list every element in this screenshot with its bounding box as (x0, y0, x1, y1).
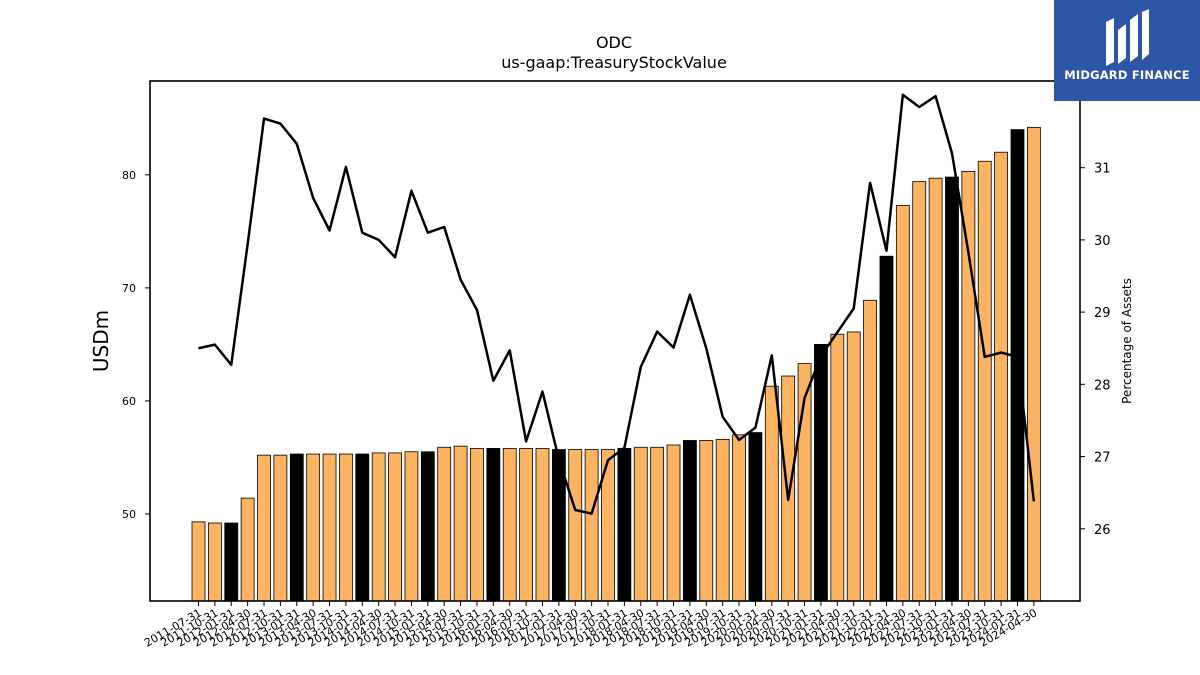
line-series (198, 93, 1036, 515)
bar (388, 452, 402, 602)
bar (207, 522, 222, 602)
bar (273, 454, 288, 602)
bar (732, 434, 746, 602)
bar (830, 333, 845, 602)
bar (617, 447, 632, 602)
bar (977, 160, 992, 602)
plot-frame (149, 80, 1081, 602)
chart-subtitle: us-gaap:TreasuryStockValue (501, 53, 727, 72)
bar (994, 151, 1009, 602)
bar (912, 181, 927, 602)
bar (339, 453, 353, 602)
bar (863, 299, 877, 602)
bar (404, 451, 419, 602)
bar (306, 453, 321, 602)
y2-tick-label: 29 (1094, 306, 1111, 321)
bar (371, 452, 386, 602)
bar (715, 438, 730, 602)
bar (945, 176, 959, 602)
bar (355, 453, 370, 602)
bar-series (191, 126, 1041, 602)
bar (764, 385, 779, 602)
y-axis-label: USDm (89, 310, 113, 372)
chart-title: ODC (596, 33, 632, 52)
bar (748, 432, 763, 602)
y-tick-label: 60 (122, 395, 136, 408)
series-line (198, 93, 1036, 515)
bar (846, 331, 861, 602)
y2-axis-label: Percentage of Assets (1120, 278, 1134, 404)
bar (928, 177, 943, 602)
bar (814, 343, 828, 602)
brand-name: MIDGARD FINANCE (1064, 68, 1190, 82)
y2-tick-label: 30 (1094, 234, 1111, 249)
bar (1026, 126, 1041, 602)
brand-logo: MIDGARD FINANCE (1054, 0, 1200, 101)
logo-background (1054, 0, 1200, 101)
axes: 50607080262728293031322011-07-312011-10-… (122, 89, 1111, 649)
bar (568, 449, 583, 602)
logo-mark-icon (1106, 9, 1149, 66)
bar (650, 446, 665, 602)
bar (257, 454, 271, 602)
bar (240, 497, 255, 602)
bar (781, 375, 796, 602)
y-tick-label: 50 (122, 508, 136, 521)
bar (420, 451, 435, 602)
bar (666, 444, 681, 602)
bar (502, 447, 517, 602)
bar (453, 445, 468, 602)
y2-tick-label: 27 (1094, 451, 1111, 466)
bar (683, 440, 697, 602)
bar (584, 449, 599, 602)
bar (224, 522, 239, 602)
bar (486, 447, 501, 602)
bar (470, 447, 484, 602)
bar (699, 440, 714, 602)
bar (322, 453, 337, 602)
bar (535, 447, 550, 602)
bar (895, 204, 910, 602)
bar (289, 453, 304, 602)
y-tick-label: 70 (122, 282, 136, 295)
y-tick-label: 80 (122, 169, 136, 182)
bar (879, 255, 894, 602)
bar (961, 171, 976, 602)
bar (633, 446, 648, 602)
bar (519, 447, 533, 602)
y2-tick-label: 31 (1094, 162, 1111, 177)
bar (437, 446, 452, 602)
y2-tick-label: 28 (1094, 378, 1111, 393)
bar (191, 521, 206, 602)
y2-tick-label: 26 (1094, 523, 1111, 538)
